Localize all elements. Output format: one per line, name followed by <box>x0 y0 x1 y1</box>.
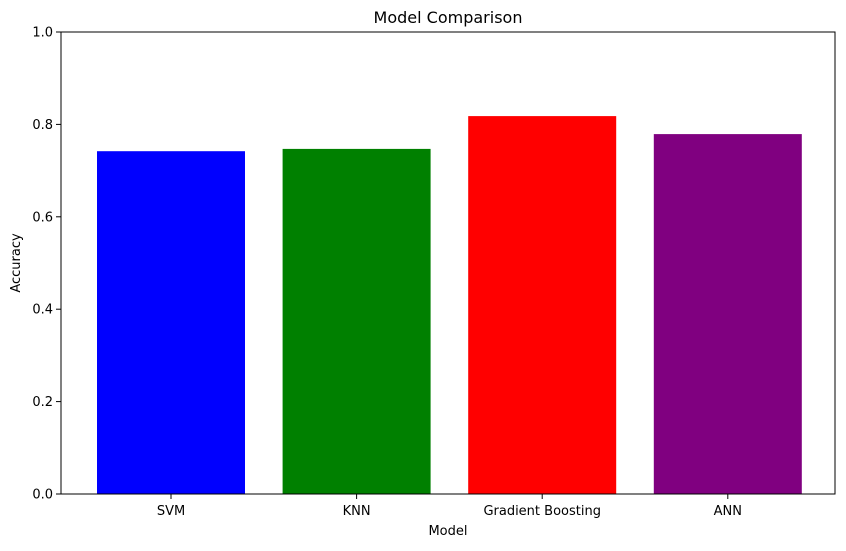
x-tick-label: KNN <box>343 504 371 519</box>
x-tick-label: ANN <box>714 504 742 519</box>
y-tick-label: 0.6 <box>32 210 53 225</box>
y-tick-label: 0.2 <box>32 395 53 410</box>
chart-title: Model Comparison <box>374 8 523 27</box>
y-tick-label: 0.8 <box>32 118 53 133</box>
bar-ann <box>653 134 802 494</box>
x-axis-label: Model <box>428 524 467 539</box>
y-axis-label: Accuracy <box>9 233 24 293</box>
y-tick-label: 1.0 <box>32 26 53 41</box>
bar-gradient-boosting <box>468 116 617 494</box>
y-axis-ticks: 0.0 0.2 0.4 0.6 0.8 1.0 <box>32 26 61 503</box>
plot-frame <box>60 31 836 495</box>
bar-knn <box>282 148 431 494</box>
bars-layer <box>97 116 802 494</box>
y-tick-label: 0.0 <box>32 488 53 503</box>
y-tick-label: 0.4 <box>32 303 53 318</box>
bar-svm <box>97 151 245 494</box>
x-tick-label: SVM <box>157 504 185 519</box>
x-axis-ticks: SVM KNN Gradient Boosting ANN <box>157 494 742 519</box>
axes-layer <box>60 31 836 495</box>
x-tick-label: Gradient Boosting <box>483 504 601 519</box>
